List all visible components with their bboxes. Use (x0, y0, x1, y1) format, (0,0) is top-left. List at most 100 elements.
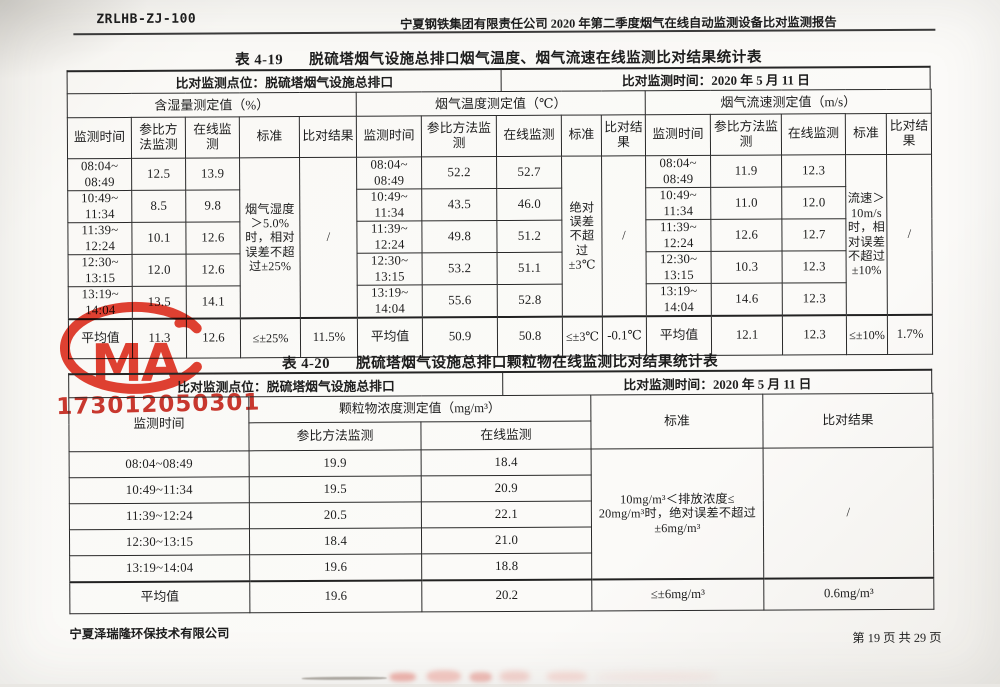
scan-artifact (389, 672, 416, 682)
t19-time-cell: 08:04~ 08:49 (356, 156, 422, 190)
table-4-19-title: 脱硫塔烟气设施总排口烟气温度、烟气流速在线监测比对结果统计表 (309, 49, 762, 68)
t19-ref-value: 52.2 (421, 156, 497, 189)
t20-col-header: 在线监测 (420, 421, 592, 450)
t19-time-cell: 13:19~ 14:04 (357, 284, 423, 318)
monitoring-time-label: 比对监测时间：2020 年 5 月 11 日 (621, 73, 810, 89)
t19-standard-cell: 流速＞10m/s时，相对误差不超过±10% (845, 154, 888, 316)
scan-artifact (301, 676, 387, 681)
table-4-20: 比对监测点位：脱硫塔烟气设施总排口 比对监测时间：2020 年 5 月 11 日… (68, 368, 935, 615)
table-4-20-grid: 监测时间 颗粒物浓度测定值（mg/m³） 标准 比对结果 参比方法监测 在线监测 08:04… (68, 392, 935, 615)
t20-online-value: 22.1 (421, 501, 592, 528)
t19-online-value: 52.7 (496, 156, 562, 189)
footer-page-number: 第 19 页 共 29 页 (852, 630, 942, 646)
t19-group-title: 烟气流速测定值（m/s） (645, 89, 932, 115)
t19-ref-value: 12.5 (131, 158, 186, 191)
t20-avg-label: 平均值 (69, 581, 250, 614)
t19-result-cell: / (886, 154, 933, 315)
table-4-19-number: 表 4-19 (235, 52, 284, 69)
t20-group-title: 颗粒物浓度测定值（mg/m³） (248, 395, 591, 423)
scan-artifact (596, 672, 717, 681)
t19-col-header: 参比方法监测 (421, 115, 497, 157)
t20-col-header: 参比方法监测 (248, 421, 422, 451)
t20-online-value: 20.9 (421, 475, 592, 502)
t20-time-cell: 12:30~13:15 (69, 528, 250, 556)
t19-col-header: 比对结果 (886, 113, 932, 155)
t19-standard-cell: 烟气湿度＞5.0%时，相对误差不超过±25% (239, 157, 301, 319)
t19-ref-value: 55.6 (422, 284, 498, 318)
footer-company: 宁夏泽瑞隆环保技术有限公司 (69, 626, 230, 642)
t19-online-value: 12.7 (781, 218, 847, 252)
t20-result-cell: / (763, 447, 934, 579)
t20-time-cell: 13:19~14:04 (69, 554, 250, 583)
t20-avg-ref: 19.6 (249, 580, 422, 613)
t19-online-value: 12.3 (782, 282, 847, 316)
monitoring-site-label: 比对监测点位：脱硫塔烟气设施总排口 (67, 69, 503, 94)
t19-col-header: 在线监测 (496, 115, 562, 157)
monitoring-site-label: 比对监测点位：脱硫塔烟气设施总排口 (69, 372, 504, 398)
t19-time-cell: 13:19~ 14:04 (646, 283, 712, 317)
t20-standard-cell: 10mg/m³＜排放浓度≤ 20mg/m³时，绝对误差不超过 ±6mg/m³ (591, 448, 764, 580)
t19-online-value: 12.6 (186, 253, 241, 287)
t20-ref-value: 20.5 (249, 501, 422, 529)
t19-time-cell: 08:04~ 08:49 (645, 155, 711, 188)
t19-ref-value: 8.5 (131, 190, 186, 223)
scan-artifact (499, 670, 530, 683)
t20-ref-value: 18.4 (249, 527, 422, 555)
t20-result-header: 比对结果 (762, 393, 934, 449)
t19-ref-value: 10.1 (131, 222, 187, 255)
t19-result-cell: / (299, 157, 358, 319)
t20-time-cell: 10:49~11:34 (69, 476, 250, 504)
t20-time-header: 监测时间 (68, 396, 250, 452)
document-code: ZRLHB-ZJ-100 (96, 11, 197, 28)
t20-avg-online: 20.2 (421, 579, 592, 612)
t19-col-header: 比对结果 (601, 114, 646, 156)
t19-ref-value: 49.8 (421, 220, 498, 253)
t20-standard-header: 标准 (590, 394, 764, 450)
t19-group-title: 烟气温度测定值（℃） (356, 90, 646, 117)
t19-col-header: 参比方法监测 (710, 114, 782, 156)
t19-col-header: 监测时间 (356, 115, 422, 158)
t19-col-header: 标准 (239, 116, 300, 158)
table-4-20-title: 脱硫塔烟气设施总排口颗粒物在线监测比对结果统计表 (355, 353, 719, 372)
t19-online-value: 52.8 (497, 284, 563, 318)
t19-online-value: 12.3 (782, 250, 847, 284)
t19-time-cell: 12:30~ 13:15 (357, 252, 423, 286)
t19-col-header: 监测时间 (67, 117, 132, 159)
t19-time-cell: 11:39~ 12:24 (356, 220, 423, 254)
table-4-19-info-row: 比对监测点位：脱硫塔烟气设施总排口 比对监测时间：2020 年 5 月 11 日 (66, 65, 931, 94)
t19-group-title: 含湿量测定值（%） (67, 92, 357, 118)
t19-col-header: 标准 (561, 114, 602, 157)
t19-online-value: 12.6 (185, 221, 241, 255)
t19-online-value: 12.0 (781, 186, 846, 220)
svg-text:MA: MA (91, 334, 181, 394)
t19-online-value: 46.0 (496, 188, 562, 221)
t19-col-header: 标准 (845, 113, 887, 155)
scan-artifact (426, 670, 461, 683)
t19-ref-value: 14.6 (711, 283, 783, 316)
t20-online-value: 18.4 (421, 449, 592, 476)
scan-corner-shadow (0, 0, 150, 80)
t19-online-value: 51.2 (496, 220, 563, 253)
t19-ref-value: 12.6 (710, 219, 783, 252)
t19-ref-value: 12.0 (132, 254, 187, 287)
scan-artifact (469, 672, 492, 683)
t20-online-value: 21.0 (421, 527, 592, 554)
t20-ref-value: 19.5 (249, 475, 422, 503)
t19-time-cell: 12:30~ 13:15 (68, 254, 133, 287)
t19-time-cell: 11:39~ 12:24 (67, 222, 133, 255)
t19-online-value: 12.3 (781, 154, 846, 188)
t20-time-cell: 11:39~12:24 (69, 502, 250, 530)
t19-result-cell: / (601, 155, 647, 317)
t19-col-header: 在线监测 (185, 116, 240, 159)
t19-time-cell: 10:49~ 11:34 (645, 187, 711, 220)
t19-time-cell: 11:39~ 12:24 (645, 219, 712, 252)
t19-col-header: 在线监测 (781, 113, 846, 156)
t19-time-cell: 08:04~ 08:49 (67, 158, 132, 191)
t19-col-header: 比对结果 (299, 116, 357, 158)
monitoring-time-label: 比对监测时间：2020 年 5 月 11 日 (623, 376, 812, 392)
t19-ref-value: 11.0 (710, 187, 782, 220)
t19-time-cell: 10:49~ 11:34 (67, 190, 132, 223)
t19-ref-value: 11.9 (710, 155, 782, 188)
t20-ref-value: 19.9 (249, 449, 422, 477)
